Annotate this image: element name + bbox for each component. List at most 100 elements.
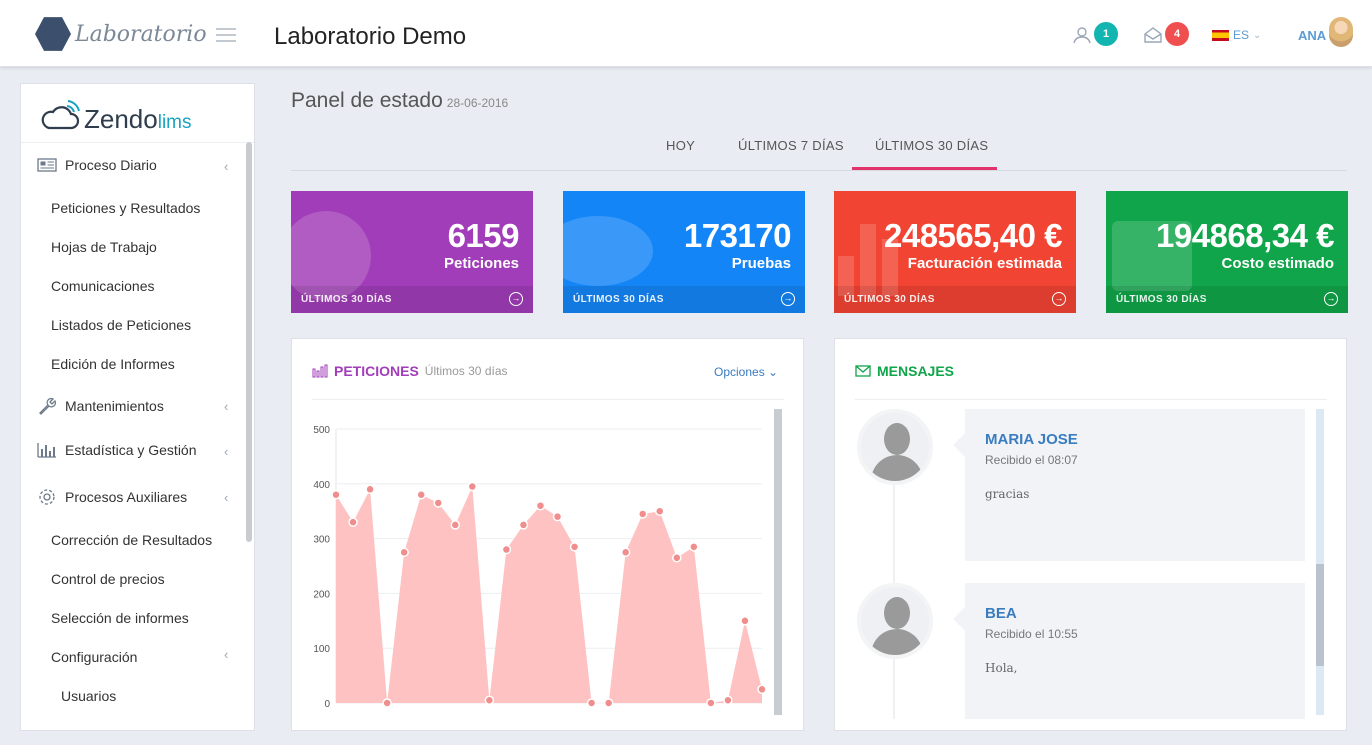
brand-name[interactable]: Laboratorio: [75, 22, 207, 47]
tab-ultimos-7-dias[interactable]: ÚLTIMOS 7 DÍAS: [738, 138, 844, 153]
sidebar-item-edicion-informes[interactable]: Edición de Informes: [51, 356, 175, 372]
money-deco-icon: [1112, 221, 1192, 291]
arrow-right-circle-icon[interactable]: →: [1052, 292, 1066, 306]
messages-list: MARIA JOSE Recibido el 08:07 gracias BEA…: [855, 409, 1325, 719]
chart-data-point: [706, 698, 716, 708]
tab-ultimos-30-dias[interactable]: ÚLTIMOS 30 DÍAS: [875, 138, 989, 153]
gear-icon: [39, 489, 55, 505]
sidebar-item-mantenimientos[interactable]: Mantenimientos: [37, 397, 164, 415]
stat-card-peticiones[interactable]: 6159 Peticiones ÚLTIMOS 30 DÍAS →: [291, 191, 533, 313]
mensajes-panel-header: MENSAJES: [855, 363, 954, 379]
sidebar-item-comunicaciones[interactable]: Comunicaciones: [51, 278, 155, 294]
chevron-left-icon[interactable]: ‹: [224, 399, 229, 414]
top-bar: Laboratorio Laboratorio Demo 1 4 ES ⌄ AN…: [0, 0, 1372, 67]
chart-data-point: [757, 684, 767, 695]
stat-footer-text: ÚLTIMOS 30 DÍAS: [573, 294, 664, 305]
sidebar-item-proceso-diario[interactable]: Proceso Diario: [37, 157, 157, 173]
chart-data-point: [672, 553, 682, 563]
zendo-logo-main: Zendo: [84, 104, 158, 134]
zendo-logo-sub: lims: [157, 112, 192, 133]
mensajes-panel-title: MENSAJES: [877, 363, 955, 379]
bar-chart-deco-icon: [882, 239, 898, 296]
avatar: [857, 583, 933, 659]
sidebar-item-label: Estadística y Gestión: [65, 442, 197, 458]
mail-icon[interactable]: [1143, 26, 1163, 44]
sidebar-item-hojas-trabajo[interactable]: Hojas de Trabajo: [51, 239, 157, 255]
chart-data-point: [603, 698, 614, 708]
sidebar-item-label: Procesos Auxiliares: [65, 489, 188, 505]
arrow-right-circle-icon[interactable]: →: [509, 292, 523, 306]
bar-chart-icon: [312, 364, 328, 378]
sidebar-item-peticiones-resultados[interactable]: Peticiones y Resultados: [51, 200, 201, 216]
sidebar-item-control-precios[interactable]: Control de precios: [51, 571, 165, 587]
stat-label: Peticiones: [443, 255, 519, 272]
language-code: ES: [1233, 28, 1250, 42]
chart-y-tick-label: 0: [324, 699, 330, 710]
page-title: Panel de estado 28-06-2016: [291, 89, 508, 113]
stat-footer[interactable]: ÚLTIMOS 30 DÍAS →: [834, 286, 1076, 313]
arrow-right-circle-icon[interactable]: →: [1324, 292, 1338, 306]
page-date: 28-06-2016: [446, 96, 509, 110]
chevron-left-icon[interactable]: ‹: [224, 444, 229, 459]
chart-data-point: [399, 547, 409, 558]
stat-footer[interactable]: ÚLTIMOS 30 DÍAS →: [1106, 286, 1348, 313]
sidebar-item-correccion-resultados[interactable]: Corrección de Resultados: [51, 532, 213, 548]
users-icon[interactable]: [1072, 26, 1092, 44]
menu-toggle-icon[interactable]: [216, 28, 236, 42]
sidebar-item-usuarios[interactable]: Usuarios: [61, 688, 117, 704]
message-item[interactable]: BEA Recibido el 10:55 Hola,: [953, 583, 1305, 719]
sidebar-item-estadistica[interactable]: Estadística y Gestión: [37, 442, 197, 458]
panel-divider: [855, 399, 1327, 400]
sidebar-item-configuracion[interactable]: Configuración: [51, 649, 138, 665]
tab-hoy[interactable]: HOY: [666, 138, 696, 153]
chart-data-point: [655, 506, 665, 516]
chart-area-series: [336, 486, 762, 703]
stat-card-costo[interactable]: 194868,34 € Costo estimado ÚLTIMOS 30 DÍ…: [1106, 191, 1348, 313]
users-badge[interactable]: 1: [1094, 22, 1118, 46]
message-item[interactable]: MARIA JOSE Recibido el 08:07 gracias: [953, 409, 1305, 561]
stat-footer-text: ÚLTIMOS 30 DÍAS: [844, 294, 935, 305]
chart-data-point: [552, 511, 563, 522]
peticiones-panel-title: PETICIONES: [334, 363, 419, 379]
bar-chart-deco-icon: [860, 224, 876, 296]
panel-divider: [312, 399, 784, 400]
peticiones-panel-header: PETICIONES Últimos 30 días: [312, 363, 508, 379]
brand-logo-icon[interactable]: [35, 17, 71, 51]
message-text: gracias: [985, 487, 1030, 501]
sidebar-scrollbar[interactable]: [246, 142, 252, 542]
sidebar-item-seleccion-informes[interactable]: Selección de informes: [51, 610, 189, 626]
chart-data-point: [586, 698, 597, 708]
messages-scrollbar-thumb[interactable]: [1316, 564, 1324, 666]
chevron-left-icon[interactable]: ‹: [224, 490, 229, 505]
active-tab-indicator: [852, 167, 997, 170]
chart-data-point: [689, 542, 699, 552]
language-selector[interactable]: ES ⌄: [1212, 28, 1261, 42]
user-name[interactable]: ANA: [1298, 28, 1327, 43]
chart-y-tick-label: 200: [313, 589, 330, 600]
stat-card-pruebas[interactable]: 173170 Pruebas ÚLTIMOS 30 DÍAS →: [563, 191, 805, 313]
message-time: Recibido el 10:55: [985, 627, 1078, 641]
chart-data-point: [740, 616, 750, 626]
user-avatar[interactable]: [1329, 17, 1353, 47]
stat-footer-text: ÚLTIMOS 30 DÍAS: [301, 294, 392, 305]
envelope-icon: [855, 365, 871, 377]
chart-data-point: [637, 509, 648, 519]
stat-card-facturacion[interactable]: 248565,40 € Facturación estimada ÚLTIMOS…: [834, 191, 1076, 313]
messages-scrollbar[interactable]: [1316, 409, 1324, 715]
peticiones-panel-subtitle: Últimos 30 días: [424, 364, 508, 378]
avatar: [857, 409, 933, 485]
stat-footer[interactable]: ÚLTIMOS 30 DÍAS →: [291, 286, 533, 313]
mail-badge[interactable]: 4: [1165, 22, 1189, 46]
app-title: Laboratorio Demo: [274, 23, 467, 50]
chevron-left-icon[interactable]: ‹: [224, 647, 229, 662]
sidebar-item-procesos-auxiliares[interactable]: Procesos Auxiliares: [37, 488, 187, 506]
chart-data-point: [382, 698, 392, 708]
chevron-left-icon[interactable]: ‹: [224, 159, 229, 174]
chart-scrollbar[interactable]: [774, 409, 782, 715]
sidebar-item-listados-peticiones[interactable]: Listados de Peticiones: [51, 317, 192, 333]
stat-label: Costo estimado: [1221, 255, 1334, 272]
stat-footer[interactable]: ÚLTIMOS 30 DÍAS →: [563, 286, 805, 313]
opciones-dropdown[interactable]: Opciones ⌄: [714, 365, 778, 379]
arrow-right-circle-icon[interactable]: →: [781, 292, 795, 306]
chevron-down-icon: ⌄: [768, 365, 779, 379]
